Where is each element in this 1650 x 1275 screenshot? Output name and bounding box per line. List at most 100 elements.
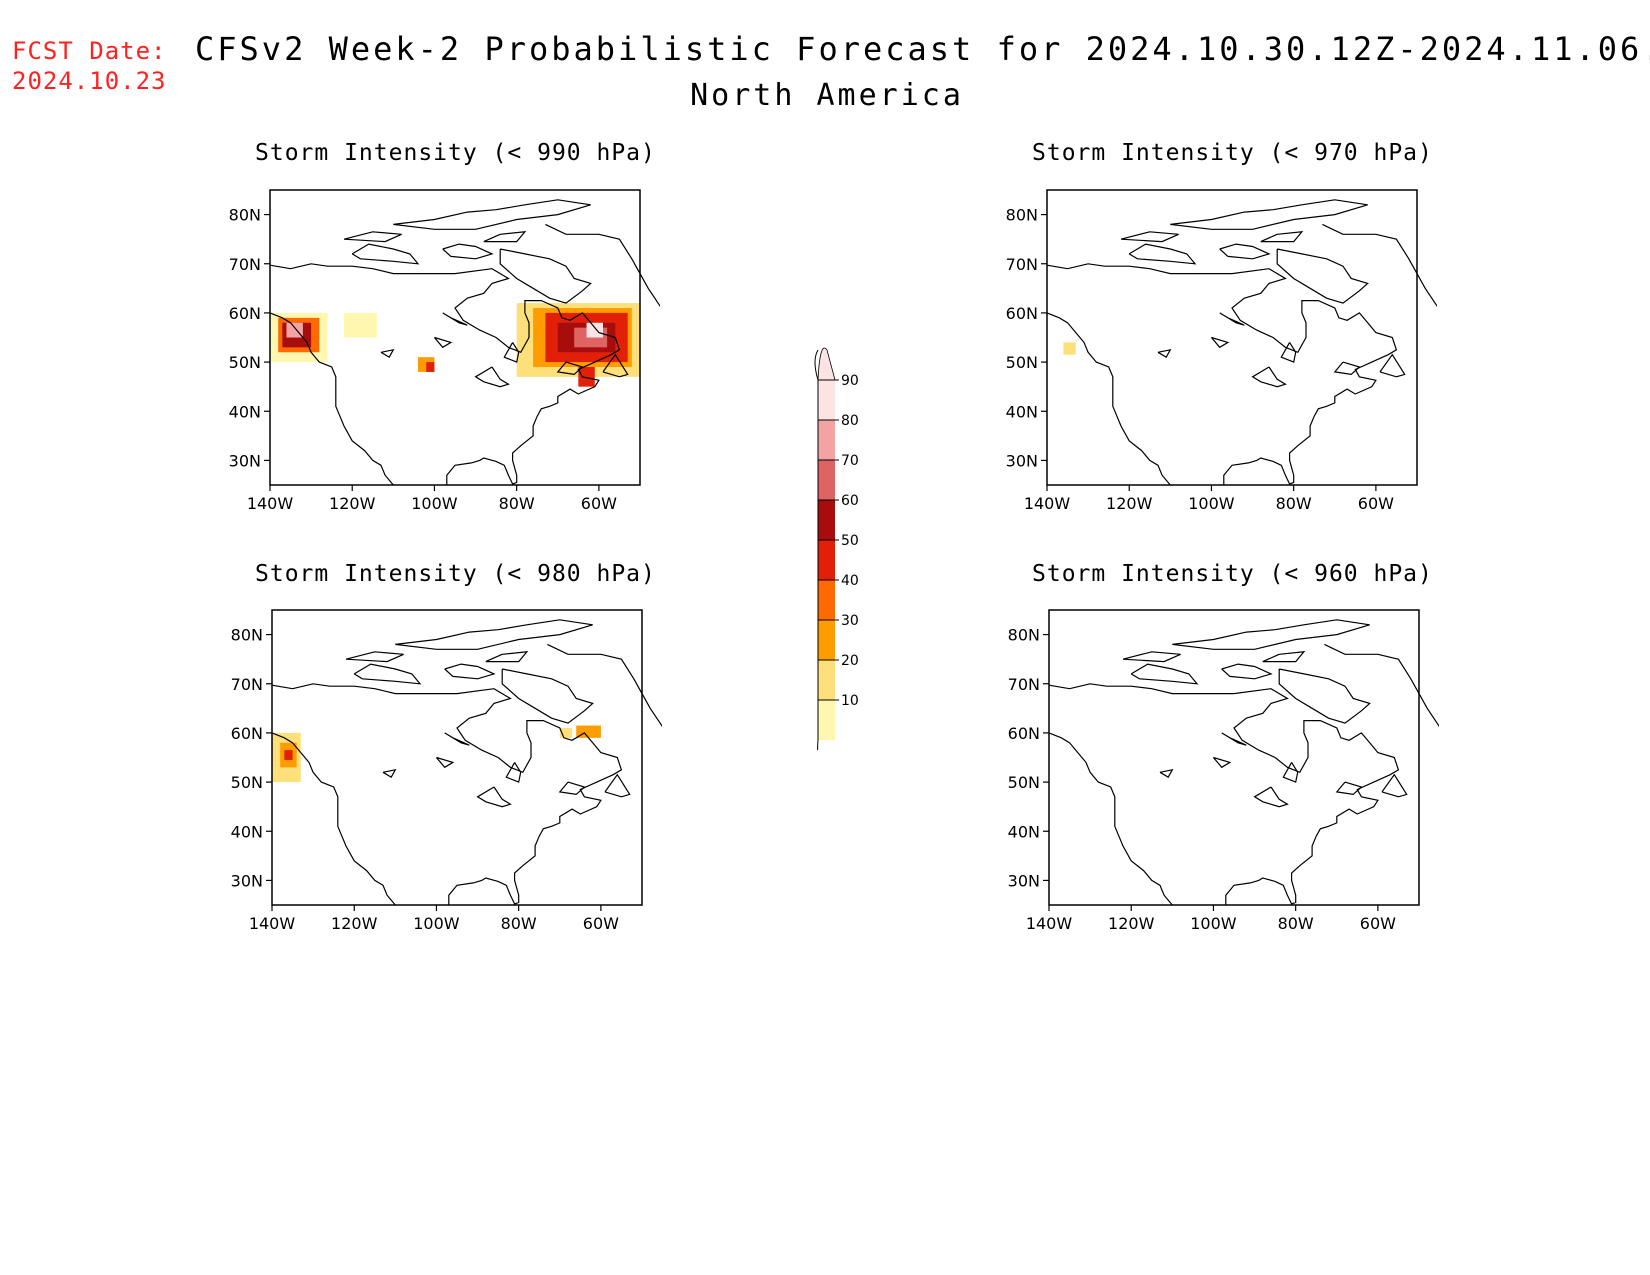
lat-tick-label: 60N	[1006, 304, 1038, 323]
island-outline	[1210, 336, 1230, 349]
lat-tick-label: 40N	[231, 822, 263, 841]
lon-tick-label: 120W	[1106, 494, 1153, 513]
island-outline	[1212, 756, 1232, 769]
panel-title-980: Storm Intensity (< 980 hPa)	[255, 561, 656, 587]
island-outline	[1159, 768, 1174, 779]
colorbar-label: 50	[841, 533, 859, 549]
island-outline	[556, 361, 584, 376]
island-outline	[1122, 651, 1181, 663]
island-outline	[474, 366, 510, 388]
lat-tick-label: 50N	[1008, 773, 1040, 792]
island-outline	[1170, 199, 1368, 230]
island-outline	[395, 619, 593, 650]
probability-cell	[284, 750, 293, 760]
lat-tick-label: 80N	[231, 626, 263, 645]
lon-tick-label: 60W	[1358, 494, 1394, 513]
coastline-pacific	[1048, 732, 1173, 906]
map-frame	[1048, 609, 1420, 906]
lon-tick-label: 140W	[249, 914, 296, 933]
lat-tick-label: 30N	[231, 871, 263, 890]
island-outline	[1253, 786, 1289, 808]
island-outline	[1335, 781, 1363, 796]
island-outline	[433, 336, 453, 349]
lon-tick-label: 100W	[413, 914, 460, 933]
island-outline	[1381, 773, 1408, 798]
lon-tick-label: 120W	[329, 494, 376, 513]
map-frame	[271, 609, 643, 906]
probability-cell	[426, 362, 435, 372]
island-outline	[1379, 353, 1406, 378]
map-panel-960: 80N 70N 60N 50N 40N 30N 140W 120W 100W 80W 60W	[1008, 609, 1439, 933]
island-outline	[1333, 361, 1361, 376]
colorbar-label: 90	[841, 373, 859, 389]
island-outline	[558, 781, 586, 796]
island-outline	[1262, 651, 1306, 663]
colorbar-label: 20	[841, 653, 859, 669]
lat-tick-label: 30N	[229, 451, 261, 470]
lat-tick-label: 80N	[1008, 626, 1040, 645]
forecast-date-block: FCST Date: 2024.10.23	[12, 36, 167, 96]
page-subtitle: North America	[0, 78, 1650, 113]
lon-tick-label: 100W	[1190, 914, 1237, 933]
coastline	[269, 199, 660, 486]
forecast-date-value: 2024.10.23	[12, 67, 167, 95]
island-outline	[353, 663, 422, 685]
colorbar-swatch	[818, 620, 835, 660]
lat-tick-label: 60N	[229, 304, 261, 323]
colorbar-edge	[814, 349, 819, 381]
map-panel-970: 80N 70N 60N 50N 40N 30N 140W 120W 100W 80W 60W	[1006, 189, 1437, 513]
lon-tick-label: 80W	[1276, 494, 1312, 513]
lon-tick-label: 80W	[499, 494, 535, 513]
coastline-atlantic-arctic	[1048, 683, 1400, 905]
probability-cell	[578, 367, 595, 387]
probability-cell	[586, 322, 603, 338]
coastline-greenland	[545, 223, 660, 307]
island-outline	[1260, 231, 1304, 243]
lat-tick-label: 30N	[1006, 451, 1038, 470]
lat-tick-label: 80N	[229, 206, 261, 225]
coastline-pacific	[271, 732, 396, 906]
island-outline	[435, 756, 455, 769]
island-outline	[503, 342, 520, 363]
island-outline	[444, 732, 470, 746]
island-outline	[1221, 732, 1247, 746]
map-frame	[269, 189, 641, 486]
island-outline	[345, 651, 404, 663]
lat-tick-label: 50N	[229, 353, 261, 372]
panel-title-960: Storm Intensity (< 960 hPa)	[1032, 561, 1433, 587]
lon-tick-label: 60W	[581, 494, 617, 513]
island-outline	[442, 312, 468, 326]
island-outline	[604, 773, 631, 798]
island-outline	[444, 663, 496, 680]
colorbar-swatch	[818, 580, 835, 620]
lat-tick-label: 70N	[229, 255, 261, 274]
coastline-greenland	[1324, 643, 1439, 727]
coastline-pacific	[1046, 312, 1171, 486]
island-outline	[442, 243, 494, 260]
island-outline	[1157, 348, 1172, 359]
island-outline	[485, 651, 529, 663]
coastline	[271, 619, 662, 906]
lat-tick-label: 40N	[229, 402, 261, 421]
lon-tick-label: 140W	[1024, 494, 1071, 513]
island-outline	[1130, 663, 1199, 685]
island-outline	[1276, 248, 1369, 304]
coastline-greenland	[1322, 223, 1437, 307]
lat-tick-label: 40N	[1006, 402, 1038, 421]
lat-tick-label: 70N	[1008, 675, 1040, 694]
coastline	[1046, 199, 1437, 486]
coastline-atlantic-arctic	[271, 683, 623, 905]
probability-cell	[286, 322, 303, 338]
island-outline	[476, 786, 512, 808]
lon-tick-label: 120W	[1108, 914, 1155, 933]
colorbar-swatch	[818, 500, 835, 540]
colorbar-swatch	[818, 700, 835, 740]
island-outline	[1219, 312, 1245, 326]
colorbar-label: 30	[841, 613, 859, 629]
island-outline	[1251, 366, 1287, 388]
island-outline	[1172, 619, 1370, 650]
lon-tick-label: 60W	[583, 914, 619, 933]
forecast-date-label: FCST Date:	[12, 37, 167, 65]
lon-tick-label: 80W	[1278, 914, 1314, 933]
colorbar-bottom-arrow	[817, 739, 819, 750]
